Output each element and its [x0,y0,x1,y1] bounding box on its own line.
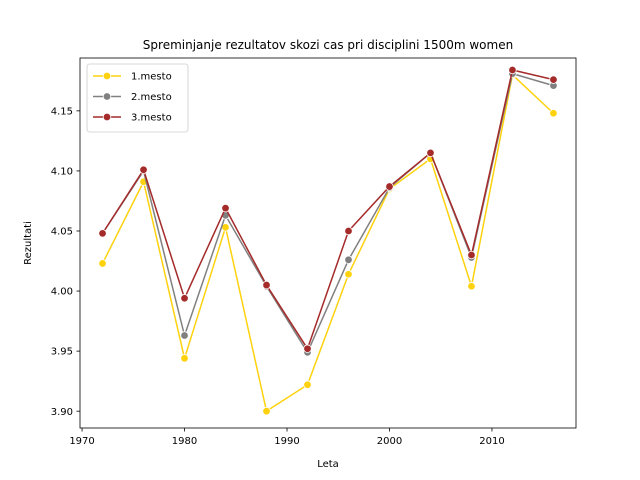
y-tick-label: 4.15 [51,106,73,117]
y-tick-label: 3.95 [51,347,73,358]
data-point [508,65,517,75]
data-point [426,148,435,158]
legend-marker [102,71,112,81]
x-axis-ticks: 1970 1980 1990 2000 2010 [69,428,505,447]
data-point [303,344,312,353]
legend-item: 1.mesto [93,72,172,83]
y-axis-ticks: 3.90 3.95 4.00 4.05 4.10 4.15 [51,106,80,418]
y-tick-label: 4.10 [51,167,73,178]
data-point [262,280,271,290]
y-tick-label: 4.00 [51,287,73,298]
data-point [98,229,107,238]
series-layer [98,65,558,416]
data-point [262,406,271,416]
data-point [98,259,107,268]
data-point [385,182,394,191]
legend-box [86,63,189,133]
legend-item: 2.mesto [93,92,172,103]
data-point [221,203,230,213]
data-point [180,331,189,340]
data-point [549,75,558,84]
chart-title: Spreminjanje rezultatov skozi cas pri di… [143,38,513,52]
chart-legend: 1.mesto 2.mesto 3.mesto [86,63,189,133]
x-tick-label: 2010 [479,436,504,447]
series-3 [98,65,558,353]
legend-label: 1.mesto [131,72,172,83]
y-tick-label: 3.90 [51,407,73,418]
x-tick-label: 2000 [377,436,402,447]
series-line [101,74,554,412]
data-point [344,226,353,236]
plot-frame [79,57,577,429]
series-1 [98,70,558,416]
legend-label: 2.mesto [131,92,172,103]
y-tick-label: 4.05 [51,227,73,238]
data-point [180,354,189,363]
legend-marker [102,112,112,122]
y-axis-label: Rezultati [23,221,34,265]
legend-item: 3.mesto [93,113,172,124]
series-line [101,69,554,350]
data-point [344,255,353,265]
x-axis-label: Leta [317,459,339,470]
data-point [139,165,148,174]
data-point [303,380,312,389]
data-point [180,294,189,303]
data-point [344,270,353,279]
data-point [549,109,558,118]
legend-label: 3.mesto [131,113,172,124]
x-tick-label: 1980 [172,436,197,447]
data-point [467,282,476,291]
x-tick-label: 1990 [274,436,299,447]
legend-marker [102,92,112,101]
data-point [467,250,476,260]
x-tick-label: 1970 [69,436,94,447]
